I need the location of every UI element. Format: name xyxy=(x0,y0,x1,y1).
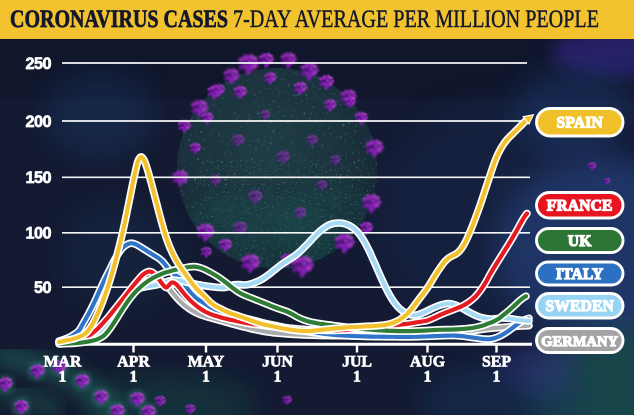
svg-text:1: 1 xyxy=(59,369,67,386)
svg-text:JUL: JUL xyxy=(342,354,372,371)
svg-text:1: 1 xyxy=(353,369,361,386)
svg-text:APR: APR xyxy=(117,354,150,371)
svg-text:UK: UK xyxy=(568,233,592,250)
svg-text:MAR: MAR xyxy=(44,354,82,371)
svg-text:1: 1 xyxy=(130,369,138,386)
svg-text:JUN: JUN xyxy=(262,354,293,371)
svg-text:250: 250 xyxy=(25,55,51,73)
svg-text:SEP: SEP xyxy=(482,354,511,371)
svg-text:1: 1 xyxy=(493,369,501,386)
svg-text:SWEDEN: SWEDEN xyxy=(546,298,614,315)
svg-text:50: 50 xyxy=(34,279,52,297)
svg-text:SPAIN: SPAIN xyxy=(557,115,603,132)
svg-text:1: 1 xyxy=(274,369,282,386)
svg-text:1: 1 xyxy=(424,369,432,386)
svg-text:100: 100 xyxy=(25,225,51,243)
svg-text:ITALY: ITALY xyxy=(556,266,604,283)
svg-text:AUG: AUG xyxy=(410,354,445,371)
svg-text:MAY: MAY xyxy=(188,354,225,371)
svg-text:1: 1 xyxy=(202,369,210,386)
svg-text:GERMANY: GERMANY xyxy=(541,334,618,350)
svg-text:200: 200 xyxy=(25,113,51,131)
svg-text:150: 150 xyxy=(25,169,51,187)
svg-text:FRANCE: FRANCE xyxy=(547,198,613,215)
